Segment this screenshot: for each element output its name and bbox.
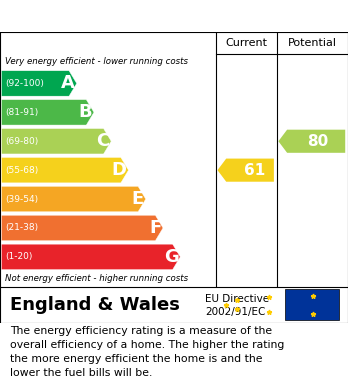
- Text: Very energy efficient - lower running costs: Very energy efficient - lower running co…: [5, 57, 188, 66]
- Text: (55-68): (55-68): [6, 166, 39, 175]
- Text: England & Wales: England & Wales: [10, 296, 180, 314]
- Polygon shape: [1, 215, 163, 241]
- Text: EU Directive: EU Directive: [205, 294, 269, 304]
- Text: E: E: [132, 190, 144, 208]
- Text: Current: Current: [225, 38, 267, 48]
- Text: B: B: [79, 103, 92, 121]
- Text: 80: 80: [307, 134, 328, 149]
- Text: D: D: [112, 161, 127, 179]
- Text: (69-80): (69-80): [6, 137, 39, 146]
- Polygon shape: [1, 187, 146, 212]
- Text: Potential: Potential: [288, 38, 337, 48]
- Text: (39-54): (39-54): [6, 195, 39, 204]
- Polygon shape: [1, 244, 180, 270]
- Text: Not energy efficient - higher running costs: Not energy efficient - higher running co…: [5, 274, 188, 283]
- Text: F: F: [149, 219, 161, 237]
- Text: Energy Efficiency Rating: Energy Efficiency Rating: [10, 7, 239, 25]
- Text: (92-100): (92-100): [6, 79, 45, 88]
- Polygon shape: [278, 130, 345, 153]
- Polygon shape: [218, 159, 274, 182]
- Text: (81-91): (81-91): [6, 108, 39, 117]
- Polygon shape: [1, 129, 111, 154]
- Text: C: C: [96, 132, 110, 150]
- Polygon shape: [1, 71, 77, 96]
- Text: (21-38): (21-38): [6, 224, 39, 233]
- Text: A: A: [61, 74, 75, 92]
- Text: (1-20): (1-20): [6, 252, 33, 261]
- Text: The energy efficiency rating is a measure of the
overall efficiency of a home. T: The energy efficiency rating is a measur…: [10, 326, 285, 378]
- Text: G: G: [164, 248, 179, 266]
- Polygon shape: [1, 158, 128, 183]
- Text: 2002/91/EC: 2002/91/EC: [205, 307, 266, 317]
- Polygon shape: [1, 100, 94, 125]
- Text: 61: 61: [244, 163, 266, 178]
- Bar: [285, 289, 339, 320]
